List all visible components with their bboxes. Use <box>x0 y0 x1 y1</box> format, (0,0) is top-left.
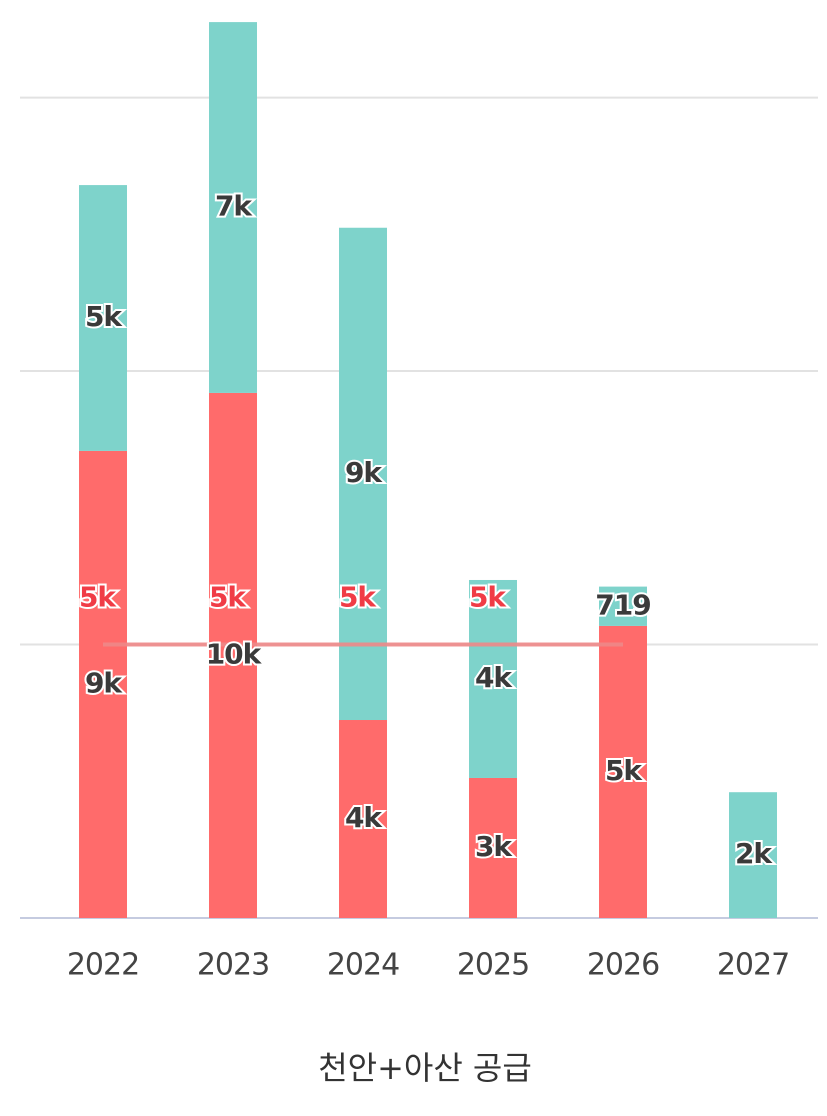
bar-segment <box>339 720 387 918</box>
bar-segment <box>469 579 517 778</box>
line-label: 5k <box>469 581 507 614</box>
data-label: 9k <box>85 666 123 699</box>
data-label: 5k <box>85 300 123 333</box>
x-tick-label: 2024 <box>327 948 399 983</box>
bar-segment <box>339 227 387 721</box>
bar-segment <box>599 586 647 626</box>
bar-segment <box>729 792 777 918</box>
bar-segment <box>599 625 647 918</box>
bar-segment <box>209 22 257 393</box>
bar-segment <box>79 185 127 451</box>
line-label: 5k <box>339 581 377 614</box>
x-tick-label: 2023 <box>197 948 269 983</box>
x-tick-label: 2027 <box>717 948 789 983</box>
x-tick-label: 2022 <box>67 948 139 983</box>
bar-segment <box>469 777 517 918</box>
x-axis-title: 천안+아산 공급 <box>318 1049 532 1087</box>
data-label: 7k <box>215 190 253 223</box>
data-label: 4k <box>345 801 383 834</box>
bar-segment <box>79 450 127 918</box>
data-label: 4k <box>475 661 513 694</box>
data-label: 719 <box>595 588 650 621</box>
data-label: 5k <box>605 754 643 787</box>
data-label: 9k <box>345 456 383 489</box>
data-label: 2k <box>735 837 773 870</box>
line-label: 5k <box>79 581 117 614</box>
bar-segment <box>209 392 257 918</box>
data-label: 10k <box>206 637 263 670</box>
x-tick-label: 2025 <box>457 948 529 983</box>
line-label: 5k <box>209 581 247 614</box>
x-tick-label: 2026 <box>587 948 659 983</box>
data-label: 3k <box>475 830 513 863</box>
